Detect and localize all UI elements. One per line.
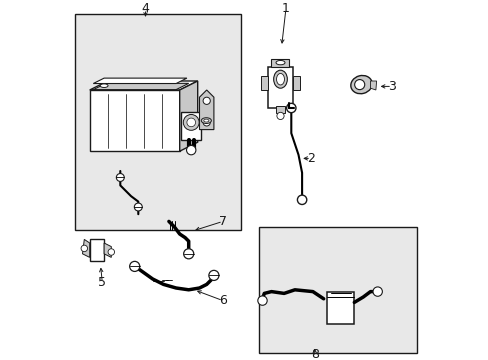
Circle shape — [208, 270, 219, 280]
Circle shape — [183, 114, 199, 130]
Polygon shape — [89, 81, 197, 90]
Text: 1: 1 — [282, 3, 289, 15]
Circle shape — [186, 118, 195, 127]
Circle shape — [134, 203, 142, 211]
Text: 3: 3 — [387, 80, 395, 93]
Circle shape — [297, 195, 306, 204]
Text: 2: 2 — [306, 152, 314, 165]
Circle shape — [203, 97, 210, 104]
Circle shape — [183, 249, 193, 259]
Ellipse shape — [276, 73, 284, 85]
Circle shape — [108, 249, 114, 255]
Bar — [276, 106, 285, 113]
Polygon shape — [93, 84, 188, 90]
Text: 8: 8 — [310, 348, 318, 360]
Polygon shape — [199, 90, 213, 130]
Circle shape — [372, 287, 382, 296]
Ellipse shape — [201, 118, 211, 123]
Text: 4: 4 — [141, 3, 149, 15]
Text: 5: 5 — [98, 276, 106, 289]
Bar — [89, 239, 104, 261]
Circle shape — [116, 174, 124, 181]
Ellipse shape — [203, 119, 208, 122]
Bar — [267, 67, 292, 108]
Circle shape — [203, 119, 210, 126]
Circle shape — [81, 245, 87, 252]
Polygon shape — [104, 243, 111, 257]
Ellipse shape — [100, 84, 108, 87]
Ellipse shape — [350, 76, 371, 94]
Polygon shape — [179, 81, 197, 151]
Bar — [271, 59, 289, 67]
Polygon shape — [82, 239, 89, 257]
Polygon shape — [93, 78, 186, 84]
Bar — [75, 14, 241, 230]
Bar — [326, 292, 354, 324]
Ellipse shape — [354, 80, 364, 90]
Ellipse shape — [273, 70, 287, 88]
Circle shape — [129, 261, 140, 271]
Polygon shape — [260, 76, 267, 90]
Bar — [181, 112, 201, 140]
Ellipse shape — [275, 60, 285, 65]
Circle shape — [257, 296, 266, 305]
Polygon shape — [370, 81, 376, 90]
Circle shape — [186, 145, 196, 155]
Bar — [89, 90, 179, 151]
Text: 7: 7 — [219, 215, 226, 228]
Polygon shape — [292, 76, 300, 90]
Circle shape — [276, 112, 284, 120]
Circle shape — [286, 103, 295, 113]
Text: 6: 6 — [219, 294, 226, 307]
Bar — [258, 227, 416, 353]
